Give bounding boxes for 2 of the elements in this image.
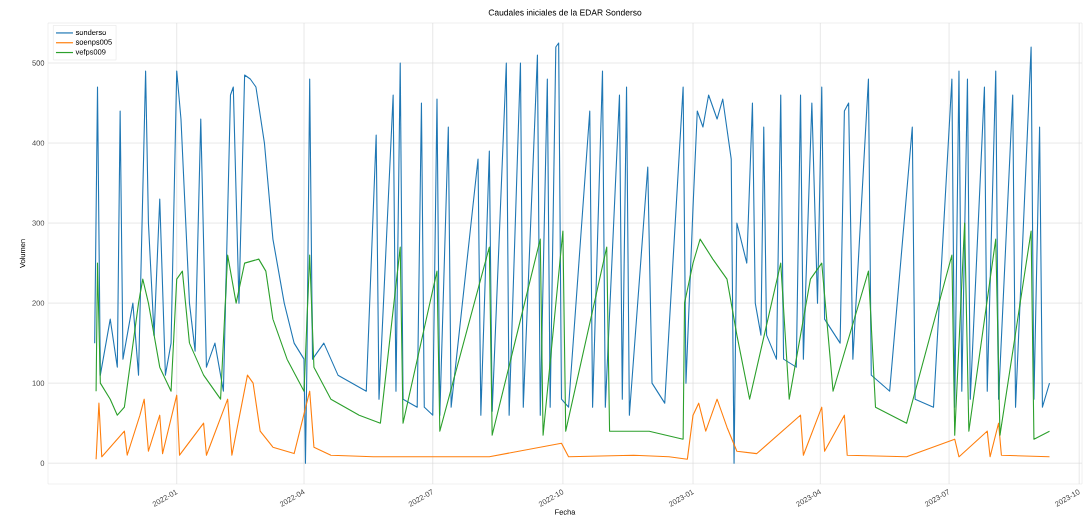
chart-title: Caudales iniciales de la EDAR Sonderso [488, 9, 642, 16]
line-series [95, 222, 1051, 440]
